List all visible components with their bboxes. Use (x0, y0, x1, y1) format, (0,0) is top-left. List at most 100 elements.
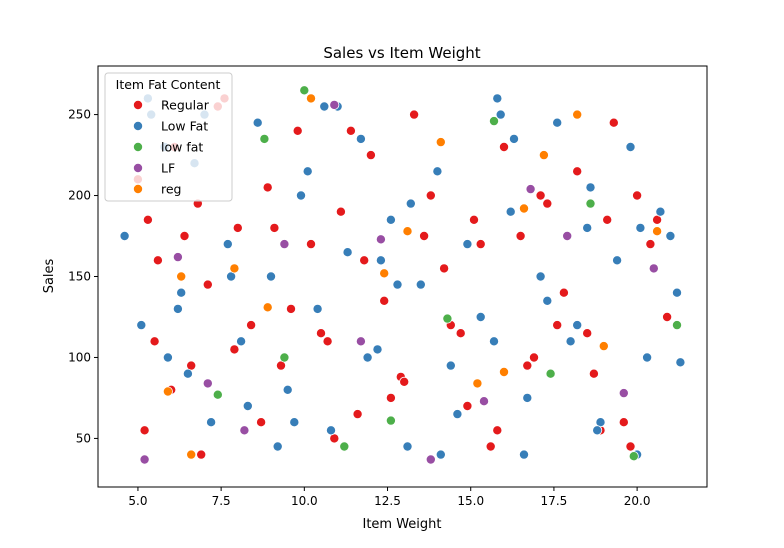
legend-marker (132, 121, 143, 132)
point-low-fat (519, 449, 530, 460)
point-lf (239, 425, 250, 436)
point-low-fat (289, 417, 300, 428)
legend-label: Regular (161, 98, 210, 113)
point-regular (379, 295, 390, 306)
point-low-fat (259, 133, 270, 144)
point-low-fat (325, 425, 336, 436)
point-low-fat (542, 295, 553, 306)
x-tick-label: 10.0 (291, 494, 318, 508)
point-regular (246, 320, 257, 331)
point-low-fat (432, 166, 443, 177)
point-low-fat (319, 101, 330, 112)
point-low-fat (405, 198, 416, 209)
x-tick-label: 12.5 (374, 494, 401, 508)
point-low-fat (442, 313, 453, 324)
point-lf (329, 99, 340, 110)
x-tick-label: 7.5 (212, 494, 231, 508)
point-regular (425, 190, 436, 201)
point-low-fat (355, 133, 366, 144)
point-low-fat (675, 357, 686, 368)
point-lf (478, 396, 489, 407)
point-regular (572, 166, 583, 177)
point-low-fat (339, 441, 350, 452)
point-low-fat (672, 287, 683, 298)
point-low-fat (162, 352, 173, 363)
y-axis: 50 100 150 200 250 (68, 108, 98, 445)
point-reg (652, 226, 663, 237)
point-regular (522, 360, 533, 371)
point-regular (152, 255, 163, 266)
y-tick-label: 200 (68, 189, 91, 203)
point-low-fat (385, 415, 396, 426)
point-lf (139, 454, 150, 465)
x-tick-label: 5.0 (128, 494, 147, 508)
point-lf (375, 234, 386, 245)
point-regular (439, 263, 450, 274)
y-tick-label: 50 (76, 431, 91, 445)
point-low-fat (625, 141, 636, 152)
point-low-fat (295, 190, 306, 201)
point-regular (359, 255, 370, 266)
point-low-fat (312, 303, 323, 314)
point-low-fat (475, 311, 486, 322)
point-regular (468, 214, 479, 225)
point-regular (202, 279, 213, 290)
point-low-fat (265, 271, 276, 282)
point-regular (335, 206, 346, 217)
legend-marker (132, 141, 143, 152)
point-regular (269, 222, 280, 233)
point-low-fat (172, 303, 183, 314)
point-low-fat (565, 336, 576, 347)
point-low-fat (642, 352, 653, 363)
point-lf (562, 230, 573, 241)
legend-marker (132, 162, 143, 173)
point-lf (425, 454, 436, 465)
point-low-fat (282, 384, 293, 395)
point-regular (292, 125, 303, 136)
point-low-fat (392, 279, 403, 290)
point-reg (538, 150, 549, 161)
point-reg (519, 203, 530, 214)
point-regular (305, 239, 316, 250)
point-regular (515, 230, 526, 241)
point-low-fat (612, 255, 623, 266)
point-regular (608, 117, 619, 128)
point-low-fat (252, 117, 263, 128)
point-low-fat (302, 166, 313, 177)
point-regular (588, 368, 599, 379)
point-regular (399, 376, 410, 387)
point-regular (618, 417, 629, 428)
point-regular (229, 344, 240, 355)
point-regular (625, 441, 636, 452)
point-regular (179, 230, 190, 241)
point-low-fat (372, 344, 383, 355)
point-reg (262, 302, 273, 313)
legend-marker (132, 183, 143, 194)
point-regular (262, 182, 273, 193)
y-tick-label: 100 (68, 350, 91, 364)
point-low-fat (136, 320, 147, 331)
point-regular (542, 198, 553, 209)
point-regular (232, 222, 243, 233)
point-regular (385, 392, 396, 403)
point-regular (315, 328, 326, 339)
point-regular (529, 352, 540, 363)
point-regular (409, 109, 420, 120)
point-regular (322, 336, 333, 347)
point-lf (618, 388, 629, 399)
point-regular (492, 425, 503, 436)
point-lf (648, 263, 659, 274)
point-low-fat (342, 247, 353, 258)
point-low-fat (628, 451, 639, 462)
point-regular (285, 303, 296, 314)
point-reg (379, 268, 390, 279)
point-low-fat (375, 255, 386, 266)
point-regular (419, 230, 430, 241)
legend-label: reg (161, 182, 182, 197)
point-low-fat (415, 279, 426, 290)
point-regular (345, 125, 356, 136)
point-regular (485, 441, 496, 452)
point-low-fat (545, 368, 556, 379)
point-lf (172, 252, 183, 263)
